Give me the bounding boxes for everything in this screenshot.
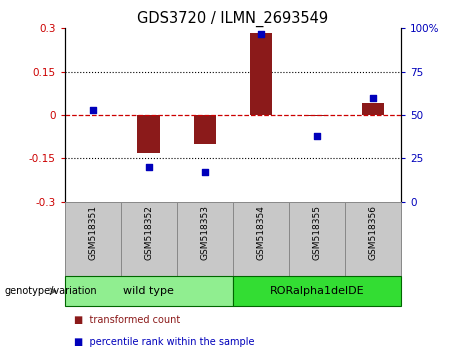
- FancyBboxPatch shape: [233, 276, 401, 306]
- FancyBboxPatch shape: [121, 202, 177, 276]
- Point: [145, 164, 152, 170]
- Point: [257, 31, 265, 36]
- Bar: [362, 103, 384, 115]
- Text: GSM518356: GSM518356: [368, 205, 378, 261]
- Bar: [306, 115, 328, 116]
- Bar: [194, 115, 216, 144]
- Text: RORalpha1delDE: RORalpha1delDE: [270, 286, 364, 296]
- Point: [313, 133, 321, 139]
- Text: ■  transformed count: ■ transformed count: [74, 315, 180, 325]
- Point: [369, 95, 377, 101]
- FancyBboxPatch shape: [177, 202, 233, 276]
- Point: [201, 170, 208, 175]
- Bar: [137, 115, 160, 153]
- FancyBboxPatch shape: [65, 276, 233, 306]
- Text: GSM518351: GSM518351: [88, 205, 97, 261]
- Text: wild type: wild type: [123, 286, 174, 296]
- FancyBboxPatch shape: [289, 202, 345, 276]
- Title: GDS3720 / ILMN_2693549: GDS3720 / ILMN_2693549: [137, 11, 328, 27]
- FancyBboxPatch shape: [233, 202, 289, 276]
- Text: genotype/variation: genotype/variation: [5, 286, 97, 296]
- Text: GSM518355: GSM518355: [313, 205, 321, 261]
- Text: GSM518354: GSM518354: [256, 205, 266, 261]
- Point: [89, 107, 96, 113]
- Bar: [250, 33, 272, 115]
- Text: GSM518352: GSM518352: [144, 205, 153, 261]
- Text: GSM518353: GSM518353: [200, 205, 209, 261]
- Text: ■  percentile rank within the sample: ■ percentile rank within the sample: [74, 337, 254, 347]
- FancyBboxPatch shape: [345, 202, 401, 276]
- FancyBboxPatch shape: [65, 202, 121, 276]
